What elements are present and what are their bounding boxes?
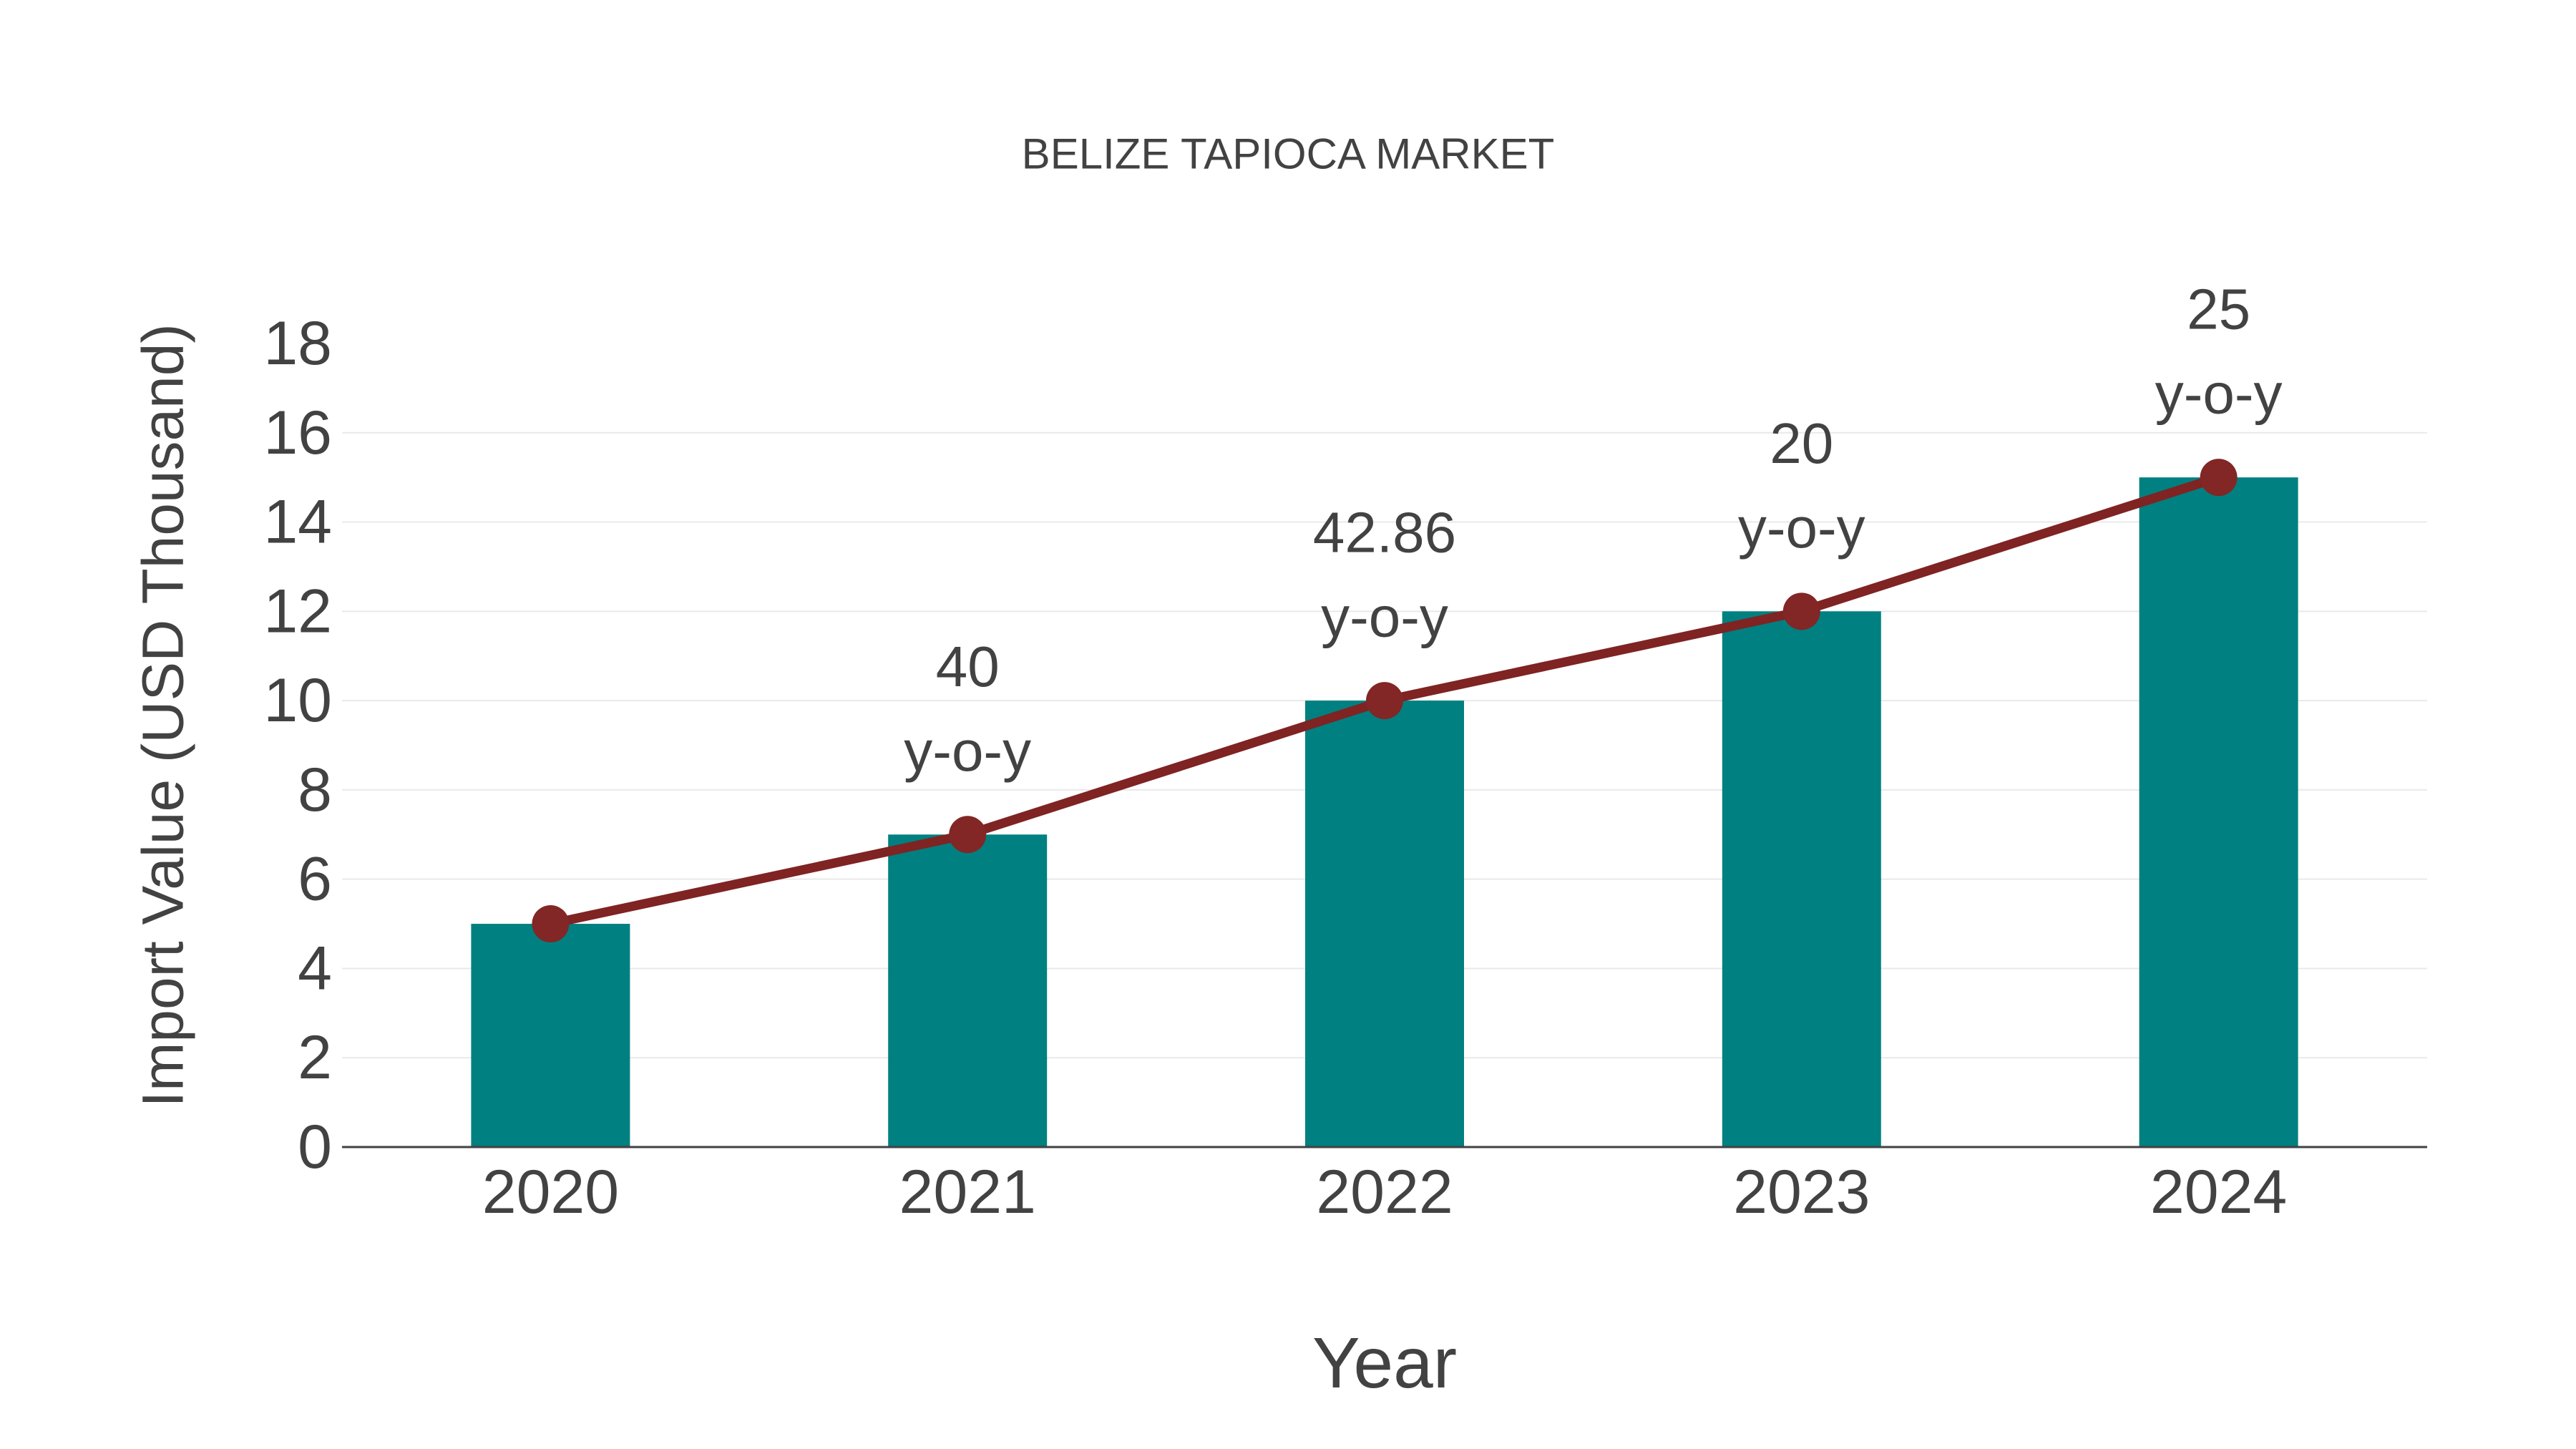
annotation-label: y-o-y: [1321, 585, 1448, 649]
chart-title: BELIZE TAPIOCA MARKET: [1022, 130, 1555, 178]
annotation-value: 42.86: [1313, 501, 1456, 565]
bar: [2139, 477, 2298, 1147]
data-point-markers: [532, 459, 2238, 943]
data-point-marker: [1782, 592, 1820, 630]
y-tick-label: 16: [263, 399, 332, 467]
data-point-marker: [1366, 682, 1403, 720]
bar: [888, 834, 1048, 1147]
x-tick-label: 2020: [482, 1158, 619, 1226]
yoy-annotations: 40 y-o-y 42.86 y-o-y 20 y-o-y 25 y-o-y: [904, 278, 2282, 783]
y-tick-label: 8: [298, 756, 332, 824]
annotation-label: y-o-y: [2155, 362, 2283, 426]
x-tick-label: 2021: [899, 1158, 1036, 1226]
data-point-marker: [2200, 459, 2238, 497]
annotation-value: 25: [2187, 278, 2250, 341]
x-tick-label: 2023: [1733, 1158, 1870, 1226]
annotation-label: y-o-y: [904, 719, 1031, 783]
y-tick-label: 6: [298, 845, 332, 914]
annotation-label: y-o-y: [1738, 496, 1865, 560]
y-tick-label: 2: [298, 1023, 332, 1092]
y-axis-tick-labels: 0 2 4 6 8 10 12 14 16 18: [263, 309, 332, 1181]
annotation-value: 20: [1770, 411, 1833, 475]
x-tick-label: 2024: [2150, 1158, 2287, 1226]
y-tick-label: 0: [298, 1113, 332, 1181]
x-axis-title: Year: [1312, 1323, 1457, 1403]
y-axis-title: Import Value (USD Thousand): [131, 323, 196, 1107]
y-tick-label: 4: [298, 934, 332, 1002]
bar: [1305, 701, 1464, 1147]
bar: [1722, 611, 1881, 1147]
y-tick-label: 18: [263, 309, 332, 378]
y-tick-label: 10: [263, 666, 332, 735]
x-axis-tick-labels: 2020 2021 2022 2023 2024: [482, 1158, 2288, 1226]
annotation-value: 40: [936, 635, 1000, 698]
y-tick-label: 12: [263, 577, 332, 645]
y-tick-label: 14: [263, 488, 332, 557]
bar-series: [471, 477, 2298, 1147]
x-tick-label: 2022: [1316, 1158, 1453, 1226]
data-point-marker: [532, 905, 570, 943]
data-point-marker: [949, 816, 987, 854]
bar: [471, 924, 630, 1147]
